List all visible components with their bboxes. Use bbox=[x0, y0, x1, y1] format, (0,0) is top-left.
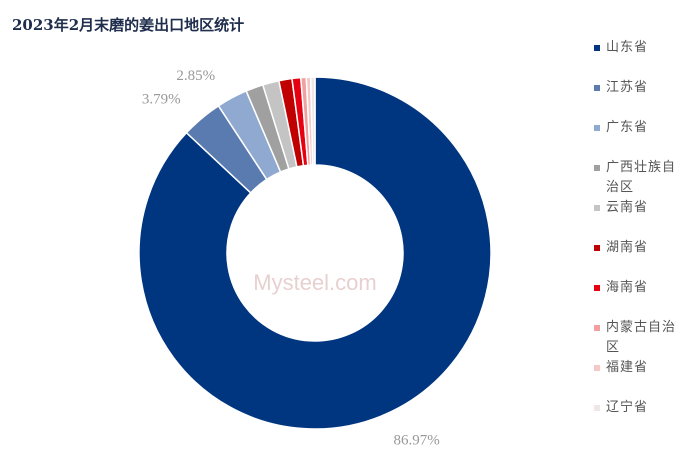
legend-label: 海南省 bbox=[606, 280, 649, 295]
legend-swatch bbox=[594, 165, 600, 171]
legend-label: 广东省 bbox=[606, 120, 649, 135]
legend-item: 海南省 bbox=[590, 278, 695, 318]
legend: 山东省江苏省广东省广西壮族自治区云南省湖南省海南省内蒙古自治区福建省辽宁省 bbox=[590, 38, 695, 438]
legend-item: 山东省 bbox=[590, 38, 695, 78]
legend-swatch bbox=[594, 205, 600, 211]
slice bbox=[138, 76, 492, 430]
legend-label: 江苏省 bbox=[606, 80, 649, 95]
legend-swatch bbox=[594, 285, 600, 291]
legend-label: 山东省 bbox=[606, 40, 649, 55]
legend-swatch bbox=[594, 325, 600, 331]
legend-label: 辽宁省 bbox=[606, 400, 649, 415]
legend-item: 内蒙古自治区 bbox=[590, 318, 695, 358]
legend-item: 云南省 bbox=[590, 198, 695, 238]
legend-swatch bbox=[594, 245, 600, 251]
data-label: 2.85% bbox=[176, 68, 215, 84]
legend-item: 福建省 bbox=[590, 358, 695, 398]
legend-label: 内蒙古自治区 bbox=[606, 320, 677, 355]
legend-item: 广东省 bbox=[590, 118, 695, 158]
legend-label: 云南省 bbox=[606, 200, 649, 215]
legend-label: 福建省 bbox=[606, 360, 649, 375]
legend-swatch bbox=[594, 85, 600, 91]
slice bbox=[309, 76, 316, 166]
legend-item: 辽宁省 bbox=[590, 398, 695, 438]
legend-label: 广西壮族自治区 bbox=[606, 160, 677, 195]
legend-swatch bbox=[594, 405, 600, 411]
chart-title: 2023年2月末磨的姜出口地区统计 bbox=[12, 16, 245, 34]
data-label: 86.97% bbox=[393, 433, 439, 449]
watermark: Mysteel.com bbox=[253, 270, 376, 295]
legend-swatch bbox=[594, 365, 600, 371]
legend-item: 江苏省 bbox=[590, 78, 695, 118]
legend-swatch bbox=[594, 125, 600, 131]
legend-item: 广西壮族自治区 bbox=[590, 158, 695, 198]
legend-item: 湖南省 bbox=[590, 238, 695, 278]
plot: Mysteel.com 86.97% 3.79% 2.85% bbox=[138, 68, 492, 449]
data-label: 3.79% bbox=[142, 91, 181, 107]
legend-swatch bbox=[594, 45, 600, 51]
legend-label: 湖南省 bbox=[606, 240, 649, 255]
